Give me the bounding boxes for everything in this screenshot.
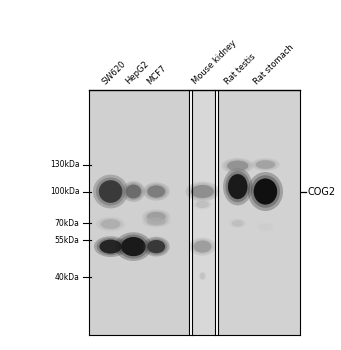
Ellipse shape	[144, 217, 168, 226]
Ellipse shape	[143, 237, 170, 257]
Ellipse shape	[145, 238, 167, 255]
Ellipse shape	[94, 236, 127, 257]
Ellipse shape	[145, 184, 167, 199]
Ellipse shape	[99, 180, 122, 203]
Ellipse shape	[256, 160, 275, 169]
Ellipse shape	[254, 178, 277, 204]
Text: 130kDa: 130kDa	[50, 160, 79, 169]
Ellipse shape	[194, 200, 211, 209]
Ellipse shape	[228, 174, 248, 199]
Ellipse shape	[97, 238, 124, 255]
Ellipse shape	[254, 178, 277, 204]
Ellipse shape	[256, 222, 275, 232]
Ellipse shape	[96, 177, 125, 205]
Ellipse shape	[93, 175, 128, 209]
Text: MCF7: MCF7	[145, 64, 168, 86]
Ellipse shape	[251, 158, 280, 171]
Ellipse shape	[147, 186, 165, 198]
Ellipse shape	[101, 219, 120, 229]
Ellipse shape	[256, 160, 275, 169]
Text: 100kDa: 100kDa	[50, 187, 79, 196]
Text: 55kDa: 55kDa	[55, 236, 79, 245]
Ellipse shape	[194, 240, 211, 253]
Text: 40kDa: 40kDa	[55, 273, 79, 282]
Text: Rat stomach: Rat stomach	[253, 43, 296, 86]
Bar	[192, 90, 215, 335]
Ellipse shape	[121, 237, 146, 256]
Ellipse shape	[144, 211, 168, 223]
Text: Mouse kidney: Mouse kidney	[191, 39, 238, 86]
Ellipse shape	[199, 271, 206, 281]
Ellipse shape	[227, 161, 248, 171]
Text: SW620: SW620	[101, 59, 128, 86]
Ellipse shape	[253, 159, 278, 170]
Ellipse shape	[227, 161, 248, 171]
Ellipse shape	[142, 209, 170, 224]
Ellipse shape	[229, 219, 246, 228]
Ellipse shape	[147, 186, 165, 198]
Ellipse shape	[191, 185, 214, 198]
Ellipse shape	[193, 199, 212, 210]
Ellipse shape	[125, 184, 141, 198]
Ellipse shape	[186, 182, 220, 201]
Ellipse shape	[232, 220, 243, 226]
Ellipse shape	[223, 168, 252, 205]
Ellipse shape	[200, 273, 205, 279]
Ellipse shape	[191, 185, 214, 198]
Ellipse shape	[194, 240, 211, 253]
Ellipse shape	[188, 183, 217, 200]
Ellipse shape	[259, 224, 272, 230]
Ellipse shape	[99, 180, 122, 203]
Ellipse shape	[191, 239, 214, 254]
Ellipse shape	[142, 216, 170, 228]
Ellipse shape	[122, 181, 145, 202]
Ellipse shape	[225, 171, 250, 202]
Ellipse shape	[196, 201, 209, 208]
Ellipse shape	[121, 237, 146, 256]
Ellipse shape	[147, 240, 165, 253]
Ellipse shape	[147, 218, 166, 225]
Text: COG2: COG2	[308, 187, 336, 196]
Ellipse shape	[232, 220, 243, 226]
Ellipse shape	[98, 218, 123, 230]
Ellipse shape	[101, 219, 120, 229]
Text: HepG2: HepG2	[124, 60, 150, 86]
Ellipse shape	[199, 272, 206, 280]
Bar	[218, 90, 300, 335]
Ellipse shape	[118, 234, 149, 259]
Ellipse shape	[222, 158, 254, 174]
Bar	[89, 90, 189, 335]
Ellipse shape	[224, 159, 251, 172]
Ellipse shape	[189, 238, 216, 256]
Ellipse shape	[248, 172, 283, 211]
Ellipse shape	[196, 201, 209, 208]
Ellipse shape	[96, 217, 125, 231]
Ellipse shape	[257, 223, 273, 231]
Ellipse shape	[100, 240, 122, 253]
Ellipse shape	[147, 218, 166, 225]
Ellipse shape	[124, 183, 143, 200]
Ellipse shape	[147, 212, 166, 222]
Ellipse shape	[115, 232, 152, 261]
Ellipse shape	[100, 240, 122, 253]
Ellipse shape	[147, 240, 165, 253]
Ellipse shape	[147, 212, 166, 222]
Text: Rat testis: Rat testis	[223, 52, 257, 86]
Ellipse shape	[231, 219, 245, 227]
Ellipse shape	[125, 184, 141, 198]
Ellipse shape	[200, 273, 205, 279]
Ellipse shape	[228, 174, 248, 199]
Ellipse shape	[251, 175, 280, 208]
Ellipse shape	[143, 182, 170, 201]
Ellipse shape	[259, 224, 272, 230]
Text: 70kDa: 70kDa	[55, 219, 79, 228]
